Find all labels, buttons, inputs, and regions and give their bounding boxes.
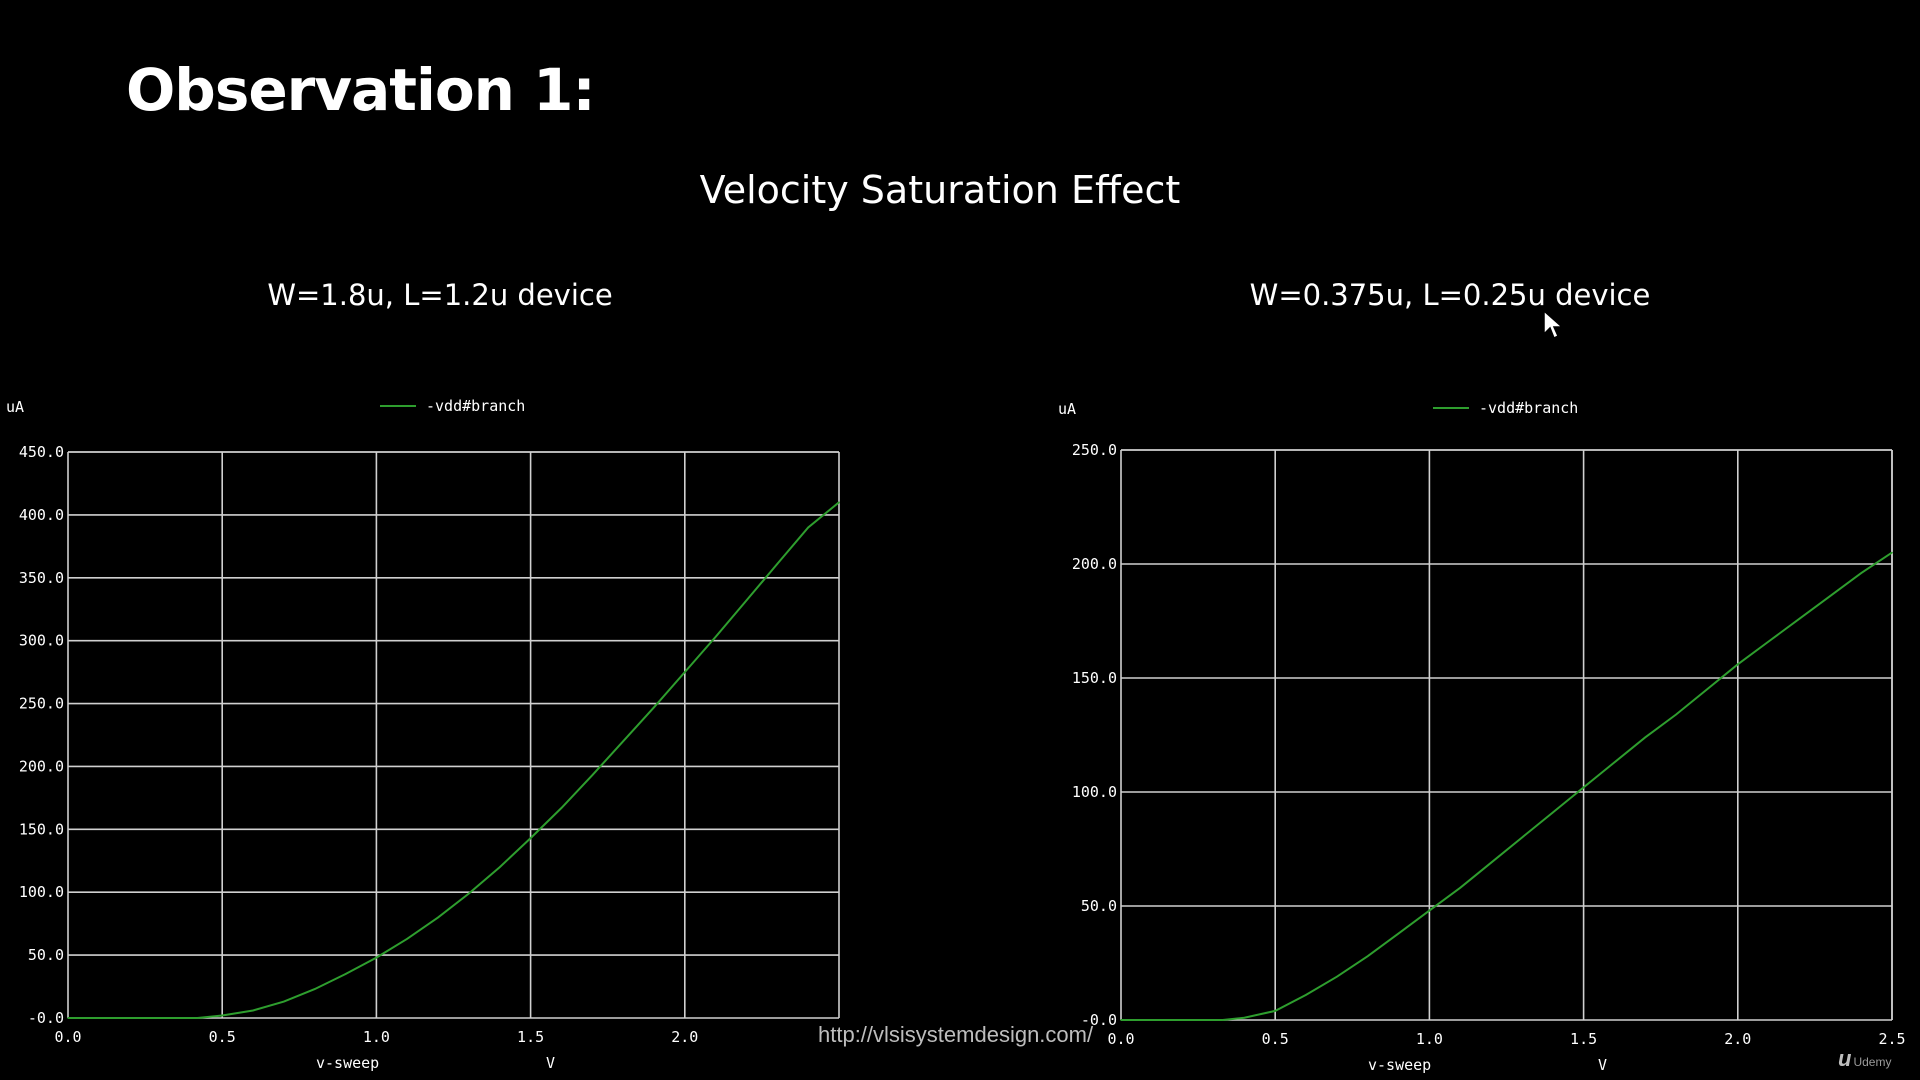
x-tick-label: 1.0 <box>1416 1030 1443 1048</box>
slide-subtitle: Velocity Saturation Effect <box>699 168 1181 212</box>
data-point <box>745 599 748 602</box>
x-axis-label: v-sweep <box>1368 1056 1431 1074</box>
data-point <box>159 1017 162 1019</box>
x-unit-label: V <box>1598 1056 1607 1074</box>
data-point <box>468 892 470 895</box>
legend-label: -vdd#branch <box>426 397 525 415</box>
x-unit-label: V <box>546 1054 555 1072</box>
y-tick-label: 100.0 <box>19 883 64 901</box>
data-point <box>560 807 563 809</box>
data-point <box>653 706 655 709</box>
y-tick-label: 300.0 <box>19 632 64 650</box>
data-point <box>1221 1019 1224 1021</box>
data-point <box>807 526 809 529</box>
data-point <box>1521 836 1523 839</box>
x-tick-label: 1.0 <box>363 1028 390 1046</box>
x-tick-label: 1.5 <box>1570 1030 1597 1048</box>
data-point <box>1891 551 1893 554</box>
x-tick-label: 0.0 <box>1107 1030 1134 1048</box>
data-point <box>406 937 409 940</box>
x-tick-label: 1.5 <box>517 1028 544 1046</box>
data-point <box>1798 617 1801 620</box>
slide-title: Observation 1: <box>126 56 596 124</box>
data-point <box>1644 736 1647 739</box>
data-point <box>1613 761 1616 764</box>
series-line <box>1121 551 1893 1021</box>
x-tick-label: 2.0 <box>671 1028 698 1046</box>
data-point <box>1860 572 1862 574</box>
y-tick-label: -0.0 <box>1081 1011 1117 1029</box>
data-point <box>344 973 347 975</box>
data-point <box>498 866 501 868</box>
chart-title-right: W=0.375u, L=0.25u device <box>1249 278 1651 312</box>
data-point <box>67 1017 69 1019</box>
data-point <box>313 988 316 990</box>
y-tick-label: 400.0 <box>19 506 64 524</box>
data-point <box>252 1009 254 1012</box>
data-point <box>529 837 532 839</box>
data-point <box>776 563 779 565</box>
data-point <box>1428 909 1431 912</box>
series-line <box>68 501 840 1019</box>
data-point <box>1212 1019 1215 1021</box>
data-point <box>1551 811 1554 814</box>
udemy-logo-text: Udemy <box>1853 1055 1892 1069</box>
y-tick-label: -0.0 <box>28 1009 64 1027</box>
data-point <box>1397 932 1400 935</box>
data-point <box>1829 595 1832 597</box>
y-tick-label: 150.0 <box>19 820 64 838</box>
x-tick-label: 0.5 <box>1262 1030 1289 1048</box>
udemy-u-icon: u <box>1838 1046 1852 1071</box>
data-point <box>714 636 717 638</box>
x-tick-label: 2.5 <box>1878 1030 1905 1048</box>
data-point <box>1305 994 1307 996</box>
data-point <box>1366 955 1369 957</box>
data-point <box>1675 713 1677 716</box>
data-point <box>1737 663 1739 666</box>
y-tick-label: 450.0 <box>19 443 64 461</box>
data-point <box>1274 1010 1276 1012</box>
y-tick-label: 150.0 <box>1072 669 1117 687</box>
y-tick-label: 250.0 <box>1072 441 1117 459</box>
y-tick-label: 250.0 <box>19 695 64 713</box>
y-tick-label: 50.0 <box>1081 897 1117 915</box>
y-tick-label: 100.0 <box>1072 783 1117 801</box>
data-point <box>375 956 378 959</box>
data-point <box>1767 640 1770 643</box>
watermark-url: http://vlsisystemdesign.com/ <box>818 1022 1094 1047</box>
data-point <box>196 1017 199 1019</box>
data-point <box>1243 1016 1246 1019</box>
data-point <box>684 671 686 673</box>
data-point <box>838 501 840 504</box>
data-point <box>1490 861 1492 864</box>
data-point <box>283 1000 285 1003</box>
y-tick-label: 350.0 <box>19 569 64 587</box>
chart-title-left: W=1.8u, L=1.2u device <box>267 278 613 312</box>
udemy-logo: u Udemy <box>1838 1046 1891 1072</box>
x-tick-label: 0.0 <box>54 1028 81 1046</box>
y-tick-label: 200.0 <box>1072 555 1117 573</box>
data-point <box>437 916 439 919</box>
data-point <box>1336 975 1338 978</box>
y-unit-label: uA <box>6 398 24 416</box>
data-point <box>591 774 594 777</box>
data-point <box>1120 1019 1122 1021</box>
data-point <box>1706 688 1708 691</box>
y-tick-label: 200.0 <box>19 757 64 775</box>
data-point <box>1459 886 1462 889</box>
legend-label: -vdd#branch <box>1479 399 1578 417</box>
data-point <box>221 1014 223 1017</box>
x-axis-label: v-sweep <box>316 1054 379 1072</box>
data-point <box>622 740 624 743</box>
x-tick-label: 0.5 <box>209 1028 236 1046</box>
x-tick-label: 2.0 <box>1724 1030 1751 1048</box>
data-point <box>1582 786 1585 789</box>
y-unit-label: uA <box>1058 400 1076 418</box>
chart-left: -0.0 50.0 100.0 150.0 200.0 250.0 300.0 350.0 40… <box>6 397 840 1072</box>
y-tick-label: 50.0 <box>28 946 64 964</box>
mouse-cursor-icon <box>1543 309 1564 344</box>
